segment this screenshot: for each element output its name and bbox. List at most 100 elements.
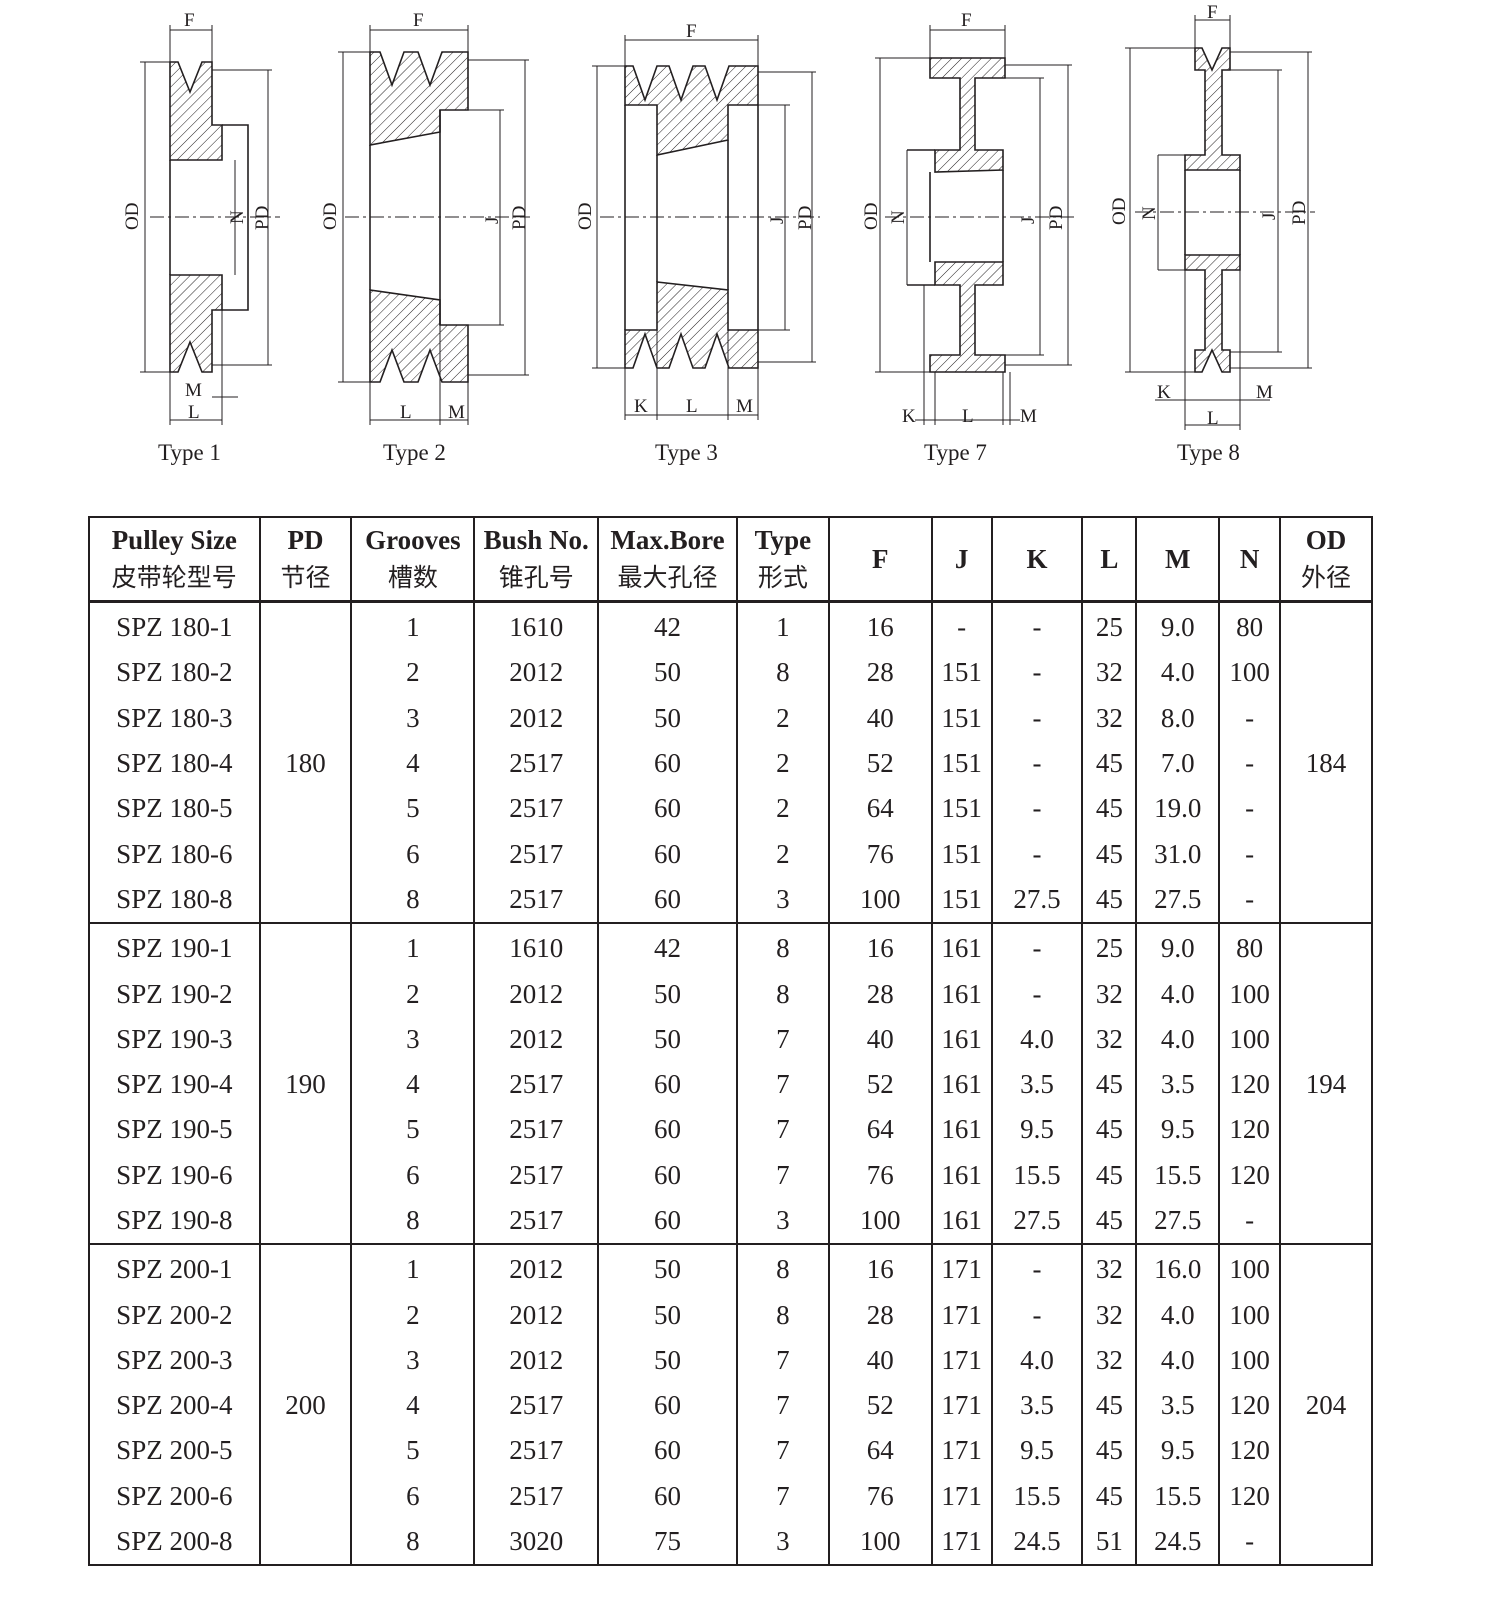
cell-pulley-size: SPZ 200-5: [88, 1428, 261, 1474]
cell-od: 184: [1279, 601, 1373, 925]
cell-n: 80: [1218, 601, 1282, 651]
type-8-drawing: [1125, 15, 1315, 430]
cell-pulley-size: SPZ 200-4: [88, 1383, 261, 1429]
column-header: M: [1135, 516, 1221, 603]
dim-label-pd: PD: [252, 206, 273, 230]
cell-bush: 2517: [473, 1107, 600, 1153]
cell-pulley-size: SPZ 190-1: [88, 923, 261, 972]
cell-f: 28: [827, 971, 933, 1017]
cell-bore: 75: [597, 1518, 738, 1567]
cell-m: 27.5: [1135, 1197, 1221, 1246]
dim-label-k: K: [634, 396, 648, 417]
column-header-en: Pulley Size: [111, 525, 237, 555]
cell-f: 100: [827, 1518, 933, 1567]
table-row: SPZ 200-5 5 2517 60 7 64 171 9.5 45 9.5 120: [88, 1428, 1372, 1474]
column-header: N: [1218, 516, 1282, 603]
cell-pulley-size: SPZ 190-2: [88, 971, 261, 1017]
cell-bush: 1610: [473, 923, 600, 972]
cell-bush: 2012: [473, 1337, 600, 1384]
table-row: SPZ 200-6 6 2517 60 7 76 171 15.5 45 15.5 120: [88, 1473, 1372, 1519]
cell-bore: 50: [597, 971, 738, 1017]
cell-j: 161: [930, 1197, 993, 1246]
table-row: SPZ 190-3 3 2012 50 7 40 161 4.0 32 4.0 100: [88, 1016, 1372, 1062]
cell-f: 100: [827, 1197, 933, 1246]
cell-type: 3: [735, 876, 830, 925]
cell-l: 45: [1081, 1107, 1138, 1153]
cell-grooves: 4: [350, 740, 476, 787]
dim-label-k: K: [902, 406, 916, 427]
cell-m: 9.0: [1135, 601, 1221, 651]
cell-n: -: [1218, 1197, 1282, 1246]
cell-grooves: 2: [350, 1292, 476, 1338]
cell-type: 8: [735, 650, 830, 696]
column-header: PD 节径: [258, 516, 353, 603]
cell-grooves: 4: [350, 1383, 476, 1429]
column-header: OD 外径: [1279, 516, 1373, 603]
cell-pulley-size: SPZ 180-6: [88, 831, 261, 877]
cell-f: 52: [827, 1061, 933, 1108]
column-header: Bush No. 锥孔号: [473, 516, 600, 603]
cell-bush: 2012: [473, 1016, 600, 1062]
pulley-spec-table: Pulley Size 皮带轮型号 PD 节径 Grooves 槽数 Bush No. 锥孔号…: [88, 516, 1373, 1567]
cell-bush: 2517: [473, 1197, 600, 1246]
cell-f: 16: [827, 923, 933, 972]
cell-bush: 2517: [473, 740, 600, 787]
cell-f: 64: [827, 1107, 933, 1153]
cell-m: 8.0: [1135, 695, 1221, 741]
cell-grooves: 5: [350, 1107, 476, 1153]
cell-type: 2: [735, 740, 830, 787]
cell-m: 31.0: [1135, 831, 1221, 877]
cell-k: -: [990, 601, 1084, 651]
cell-grooves: 4: [350, 1061, 476, 1108]
column-header-zh: 外径: [1301, 563, 1352, 592]
cell-j: 171: [930, 1383, 993, 1429]
cell-n: 120: [1218, 1152, 1282, 1198]
column-header-en: K: [1026, 543, 1048, 574]
cell-m: 4.0: [1135, 650, 1221, 696]
cell-m: 9.5: [1135, 1428, 1221, 1474]
cell-n: 100: [1218, 1016, 1282, 1062]
cell-pulley-size: SPZ 180-3: [88, 695, 261, 741]
dim-label-od: OD: [1109, 198, 1130, 225]
column-header-zh: 形式: [757, 563, 808, 592]
cell-pd: 200: [258, 1244, 353, 1567]
cell-j: 171: [930, 1292, 993, 1338]
cell-m: 4.0: [1135, 971, 1221, 1017]
cell-grooves: 3: [350, 1337, 476, 1384]
cell-pulley-size: SPZ 200-6: [88, 1473, 261, 1519]
cell-od: 204: [1279, 1244, 1373, 1567]
cell-f: 76: [827, 831, 933, 877]
cell-k: 27.5: [990, 1197, 1084, 1246]
type-label: Type 3: [655, 440, 718, 465]
cell-l: 32: [1081, 1292, 1138, 1338]
cell-grooves: 8: [350, 876, 476, 925]
cell-m: 15.5: [1135, 1473, 1221, 1519]
cell-type: 7: [735, 1383, 830, 1429]
cell-type: 7: [735, 1152, 830, 1198]
dim-label-od: OD: [320, 203, 341, 230]
cell-k: 4.0: [990, 1337, 1084, 1384]
cell-pd: 180: [258, 601, 353, 925]
column-header: Type 形式: [735, 516, 830, 603]
cell-bush: 2012: [473, 695, 600, 741]
table-header-row: Pulley Size 皮带轮型号 PD 节径 Grooves 槽数 Bush No. 锥孔号…: [88, 516, 1373, 603]
cell-l: 32: [1081, 1244, 1138, 1293]
cell-bore: 50: [597, 1244, 738, 1293]
cell-bush: 1610: [473, 601, 600, 651]
cell-m: 3.5: [1135, 1061, 1221, 1108]
cell-bore: 60: [597, 740, 738, 787]
dim-label-l: L: [1207, 408, 1219, 429]
cell-n: -: [1218, 695, 1282, 741]
cell-bore: 42: [597, 601, 738, 651]
cell-m: 9.5: [1135, 1107, 1221, 1153]
cell-type: 7: [735, 1061, 830, 1108]
cell-f: 52: [827, 1383, 933, 1429]
cell-l: 45: [1081, 1473, 1138, 1519]
dim-label-f: F: [686, 21, 697, 42]
cell-f: 40: [827, 695, 933, 741]
cell-n: 100: [1218, 1292, 1282, 1338]
cell-n: -: [1218, 740, 1282, 787]
cell-f: 28: [827, 650, 933, 696]
cell-n: 100: [1218, 650, 1282, 696]
dim-label-j: J: [482, 217, 503, 224]
